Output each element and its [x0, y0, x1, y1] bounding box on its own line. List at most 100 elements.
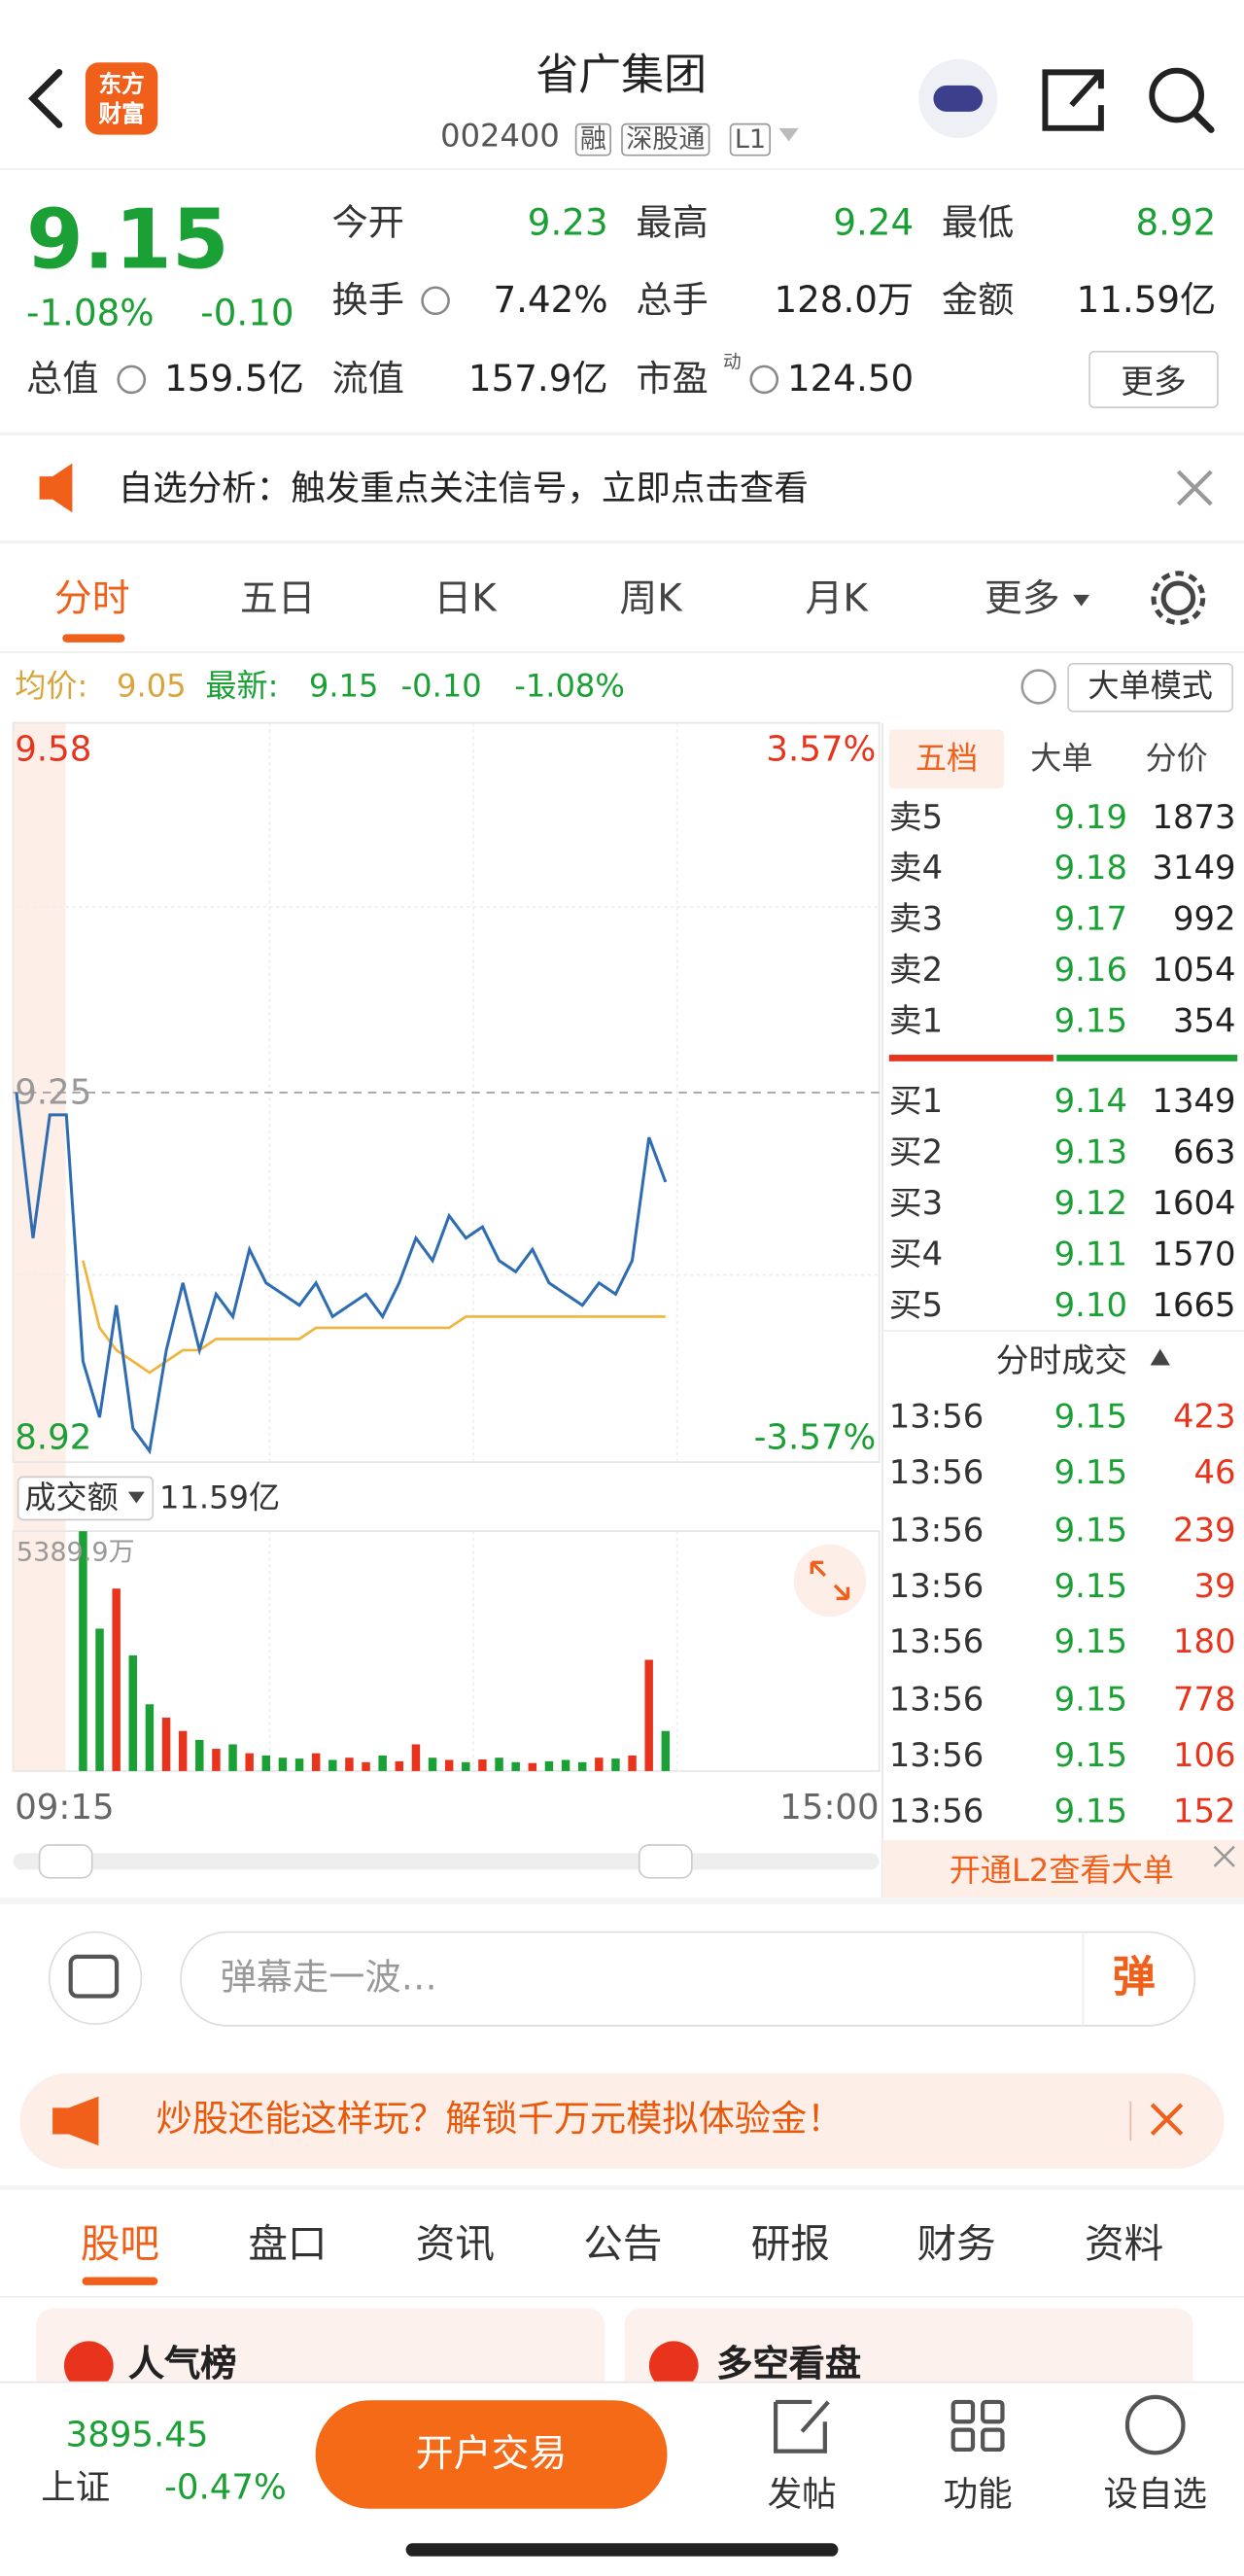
- trade-time: 13:56: [888, 1509, 985, 1549]
- volume-bar: [661, 1730, 671, 1771]
- section-tab[interactable]: 公告: [583, 2221, 663, 2268]
- section-tab[interactable]: 资料: [1084, 2221, 1164, 2268]
- volume-bar: [528, 1762, 537, 1771]
- settings-icon[interactable]: [1160, 580, 1196, 615]
- info-icon[interactable]: [749, 365, 779, 395]
- volume-bar: [161, 1717, 171, 1771]
- volume-bar: [411, 1744, 421, 1771]
- scroll-handle[interactable]: [38, 1844, 93, 1879]
- index-value: 3895.45: [65, 2414, 209, 2454]
- promo-banner[interactable]: [19, 2072, 1225, 2169]
- close-icon[interactable]: [1150, 2103, 1184, 2136]
- comment-send[interactable]: 弹: [1112, 1953, 1156, 2003]
- turnover-label[interactable]: 成交额: [24, 1479, 119, 1516]
- comment-input[interactable]: [180, 1931, 1196, 2027]
- upgrade-text[interactable]: 开通L2查看大单: [949, 1852, 1174, 1889]
- ask-label: 卖3: [888, 898, 944, 939]
- volume-bar: [95, 1628, 104, 1771]
- trade-volume: 423: [1172, 1396, 1236, 1437]
- book-tab[interactable]: 分价: [1145, 740, 1208, 777]
- search-icon[interactable]: [1149, 67, 1205, 123]
- book-tab[interactable]: 大单: [1030, 740, 1093, 777]
- trade-button-label[interactable]: 开户交易: [415, 2432, 568, 2476]
- volume-bar: [544, 1760, 554, 1771]
- summary-change: -0.10: [400, 668, 482, 705]
- section-tab[interactable]: 财务: [916, 2221, 996, 2268]
- volume-bar: [245, 1753, 254, 1771]
- scrollbar[interactable]: [13, 1853, 880, 1870]
- stock-tag: 深股通: [621, 122, 710, 157]
- chart-tab[interactable]: 分时: [53, 577, 130, 621]
- field-value: 128.0万: [774, 281, 915, 323]
- volume-panel: [12, 1530, 881, 1772]
- divider: [0, 2184, 1244, 2190]
- help-icon[interactable]: [1020, 669, 1056, 705]
- volume-bar: [478, 1759, 487, 1771]
- book-tab[interactable]: 五档: [915, 740, 979, 777]
- expand-button[interactable]: [793, 1544, 867, 1618]
- trade-volume: 239: [1172, 1509, 1236, 1549]
- close-icon[interactable]: [1176, 470, 1213, 506]
- notice-text: 自选分析：触发重点关注信号，立即点击查看: [118, 467, 809, 507]
- nav-label[interactable]: 设自选: [1103, 2473, 1207, 2514]
- more-button[interactable]: [1088, 350, 1219, 408]
- turnover-selector[interactable]: [17, 1476, 155, 1521]
- section-tab[interactable]: 盘口: [248, 2221, 328, 2268]
- price-line: [15, 1092, 668, 1455]
- chart-tab[interactable]: 周K: [619, 577, 682, 621]
- info-icon[interactable]: [117, 365, 147, 395]
- volume-bar: [128, 1654, 138, 1771]
- trade-volume: 39: [1193, 1565, 1236, 1606]
- trade-time: 13:56: [888, 1791, 985, 1830]
- upgrade-banner[interactable]: [882, 1839, 1244, 1898]
- mode-button[interactable]: [1067, 662, 1234, 713]
- comment-icon-button[interactable]: [48, 1931, 143, 2026]
- section-tab[interactable]: 研报: [750, 2221, 830, 2268]
- bid-label: 买2: [888, 1131, 944, 1172]
- more-button-label[interactable]: 更多: [1121, 361, 1187, 401]
- section-tab[interactable]: 资讯: [415, 2221, 495, 2268]
- close-icon[interactable]: [1213, 1845, 1235, 1867]
- function-icon[interactable]: [950, 2399, 1005, 2453]
- post-icon[interactable]: [773, 2399, 830, 2454]
- section-tab[interactable]: 股吧: [80, 2221, 160, 2268]
- logo-text: 东方: [98, 72, 145, 99]
- logo: [85, 62, 158, 135]
- comment-icon: [68, 1954, 120, 1999]
- chart-tab[interactable]: 月K: [805, 577, 868, 621]
- price-tick-label: 8.92: [15, 1416, 92, 1457]
- info-icon[interactable]: [421, 286, 450, 316]
- percent-tick-label: -3.57%: [753, 1416, 877, 1457]
- volume-bar: [561, 1759, 570, 1771]
- bid-volume: 1349: [1152, 1081, 1236, 1121]
- back-button[interactable]: [28, 68, 63, 128]
- bid-label: 买5: [888, 1284, 944, 1325]
- watchlist-icon[interactable]: [1124, 2394, 1186, 2455]
- ask-volume: 3149: [1152, 848, 1236, 888]
- scroll-handle[interactable]: [638, 1844, 693, 1879]
- expand-icon: [810, 1560, 850, 1601]
- sort-arrow: [1150, 1348, 1170, 1366]
- chart-tab[interactable]: 五日: [239, 577, 316, 621]
- summary-avg-label: 均价:: [15, 668, 88, 705]
- home-indicator: [405, 2543, 839, 2557]
- bid-price: 9.12: [1054, 1182, 1127, 1223]
- stock-name: 省广集团: [536, 51, 708, 101]
- card-title: 多空看盘: [716, 2344, 862, 2386]
- share-icon[interactable]: [1042, 69, 1104, 131]
- bid-label: 买1: [888, 1081, 944, 1121]
- chart-tab[interactable]: 日K: [433, 577, 497, 621]
- nav-label[interactable]: 发帖: [767, 2473, 837, 2514]
- chart-tab[interactable]: 更多: [984, 577, 1060, 621]
- field-value: 159.5亿: [164, 360, 304, 401]
- ask-price: 9.16: [1054, 949, 1127, 990]
- field-label: 流值: [331, 360, 404, 401]
- trade-button[interactable]: [315, 2400, 668, 2509]
- bid-volume: 663: [1172, 1131, 1236, 1172]
- volume-bar: [328, 1759, 337, 1771]
- field-value: 124.50: [786, 360, 915, 401]
- mode-button-label[interactable]: 大单模式: [1088, 668, 1213, 705]
- volume-bar: [611, 1758, 620, 1771]
- nav-label[interactable]: 功能: [943, 2473, 1013, 2514]
